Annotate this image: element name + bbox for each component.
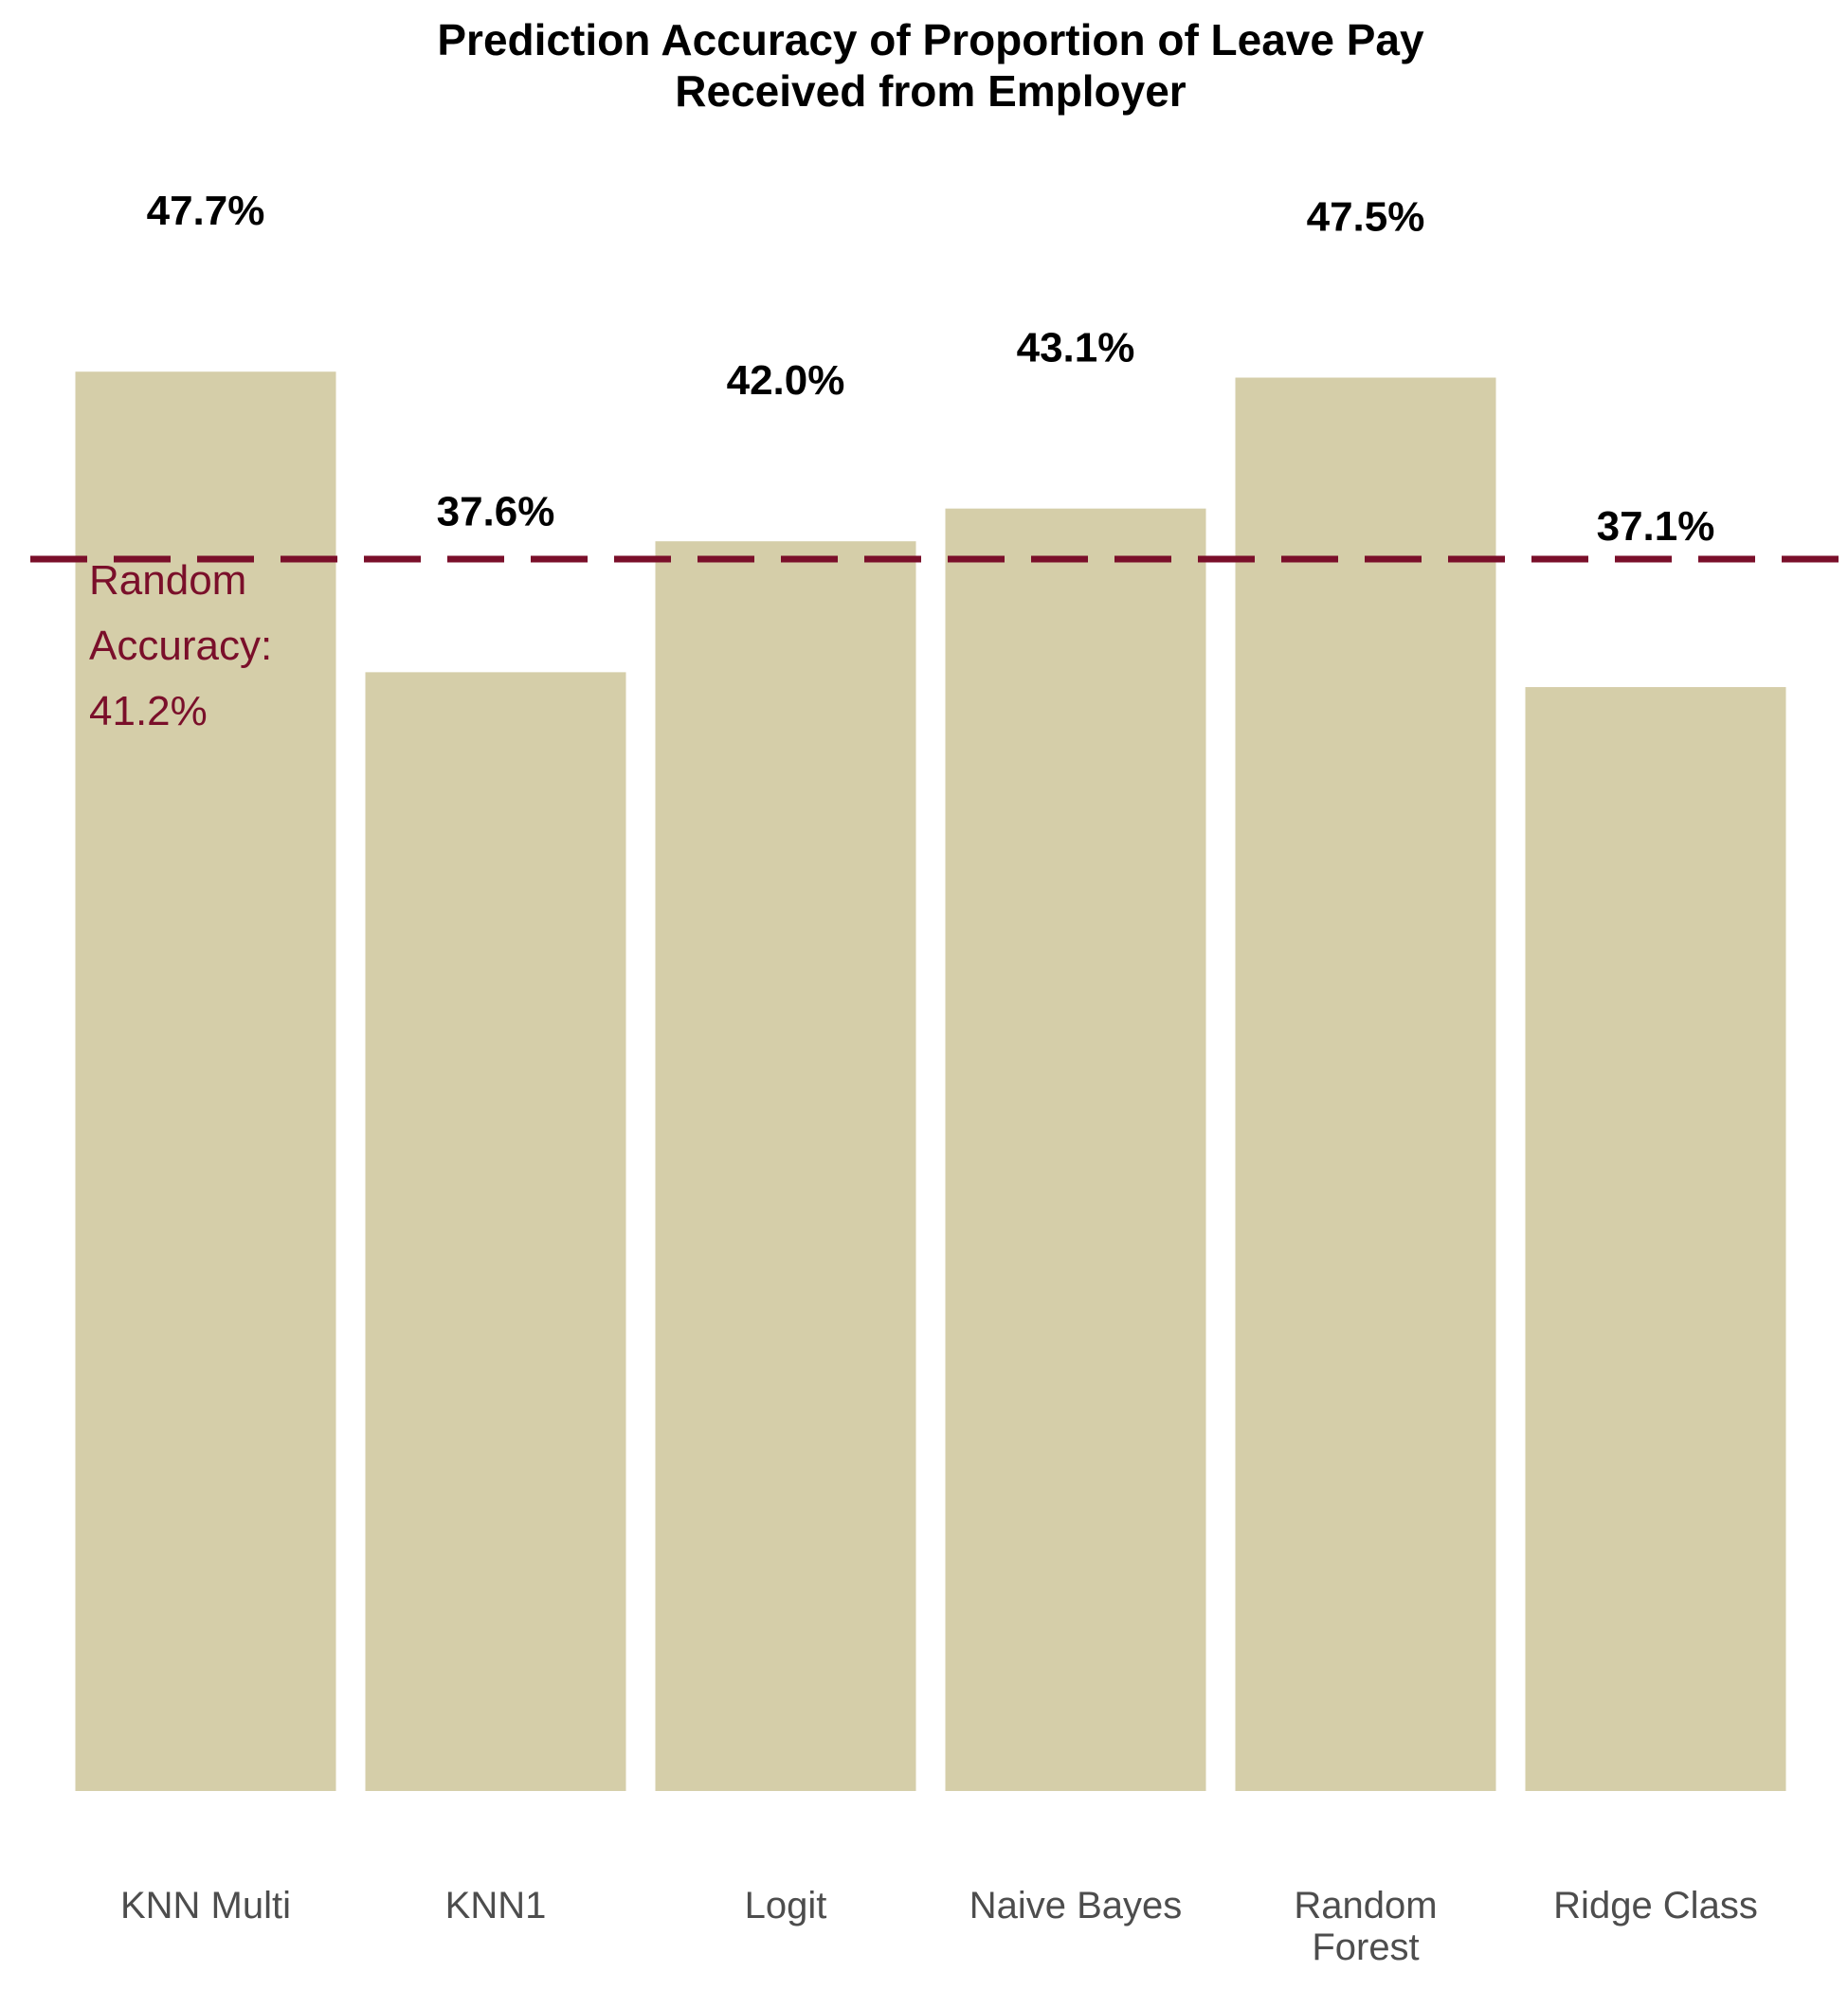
data-label-ridge-class: 37.1% [1597, 503, 1715, 550]
x-tick-label-random-forest-line-2: Forest [1312, 1927, 1419, 1968]
chart-title: Prediction Accuracy of Proportion of Lea… [437, 15, 1424, 116]
data-label-knn-multi: 47.7% [147, 188, 265, 234]
x-tick-label-knn1: KNN1 [445, 1885, 547, 1927]
data-label-logit: 42.0% [727, 357, 845, 404]
x-tick-label-ridge-class: Ridge Class [1553, 1885, 1758, 1927]
x-tick-label-random-forest-line-1: Random [1294, 1885, 1437, 1927]
chart-title-line-1: Prediction Accuracy of Proportion of Lea… [437, 15, 1424, 64]
bar-random-forest [1235, 377, 1496, 1791]
random-accuracy-label-line-3: 41.2% [89, 688, 208, 734]
random-accuracy-label-line-2: Accuracy: [89, 623, 272, 669]
data-labels-group: 47.7% 37.6% 42.0% 43.1% 47.5% 37.1% [147, 188, 1715, 550]
x-tick-label-knn-multi: KNN Multi [120, 1885, 291, 1927]
chart-title-line-2: Received from Employer [675, 66, 1187, 116]
bar-knn1 [365, 672, 626, 1791]
bars-group [75, 371, 1786, 1792]
bar-knn-multi [75, 371, 336, 1792]
x-tick-label-logit: Logit [745, 1885, 827, 1927]
bar-naive-bayes [945, 508, 1206, 1792]
reference-line-group: Random Accuracy: 41.2% [30, 555, 1848, 734]
bar-ridge-class [1525, 687, 1786, 1791]
random-accuracy-label-line-1: Random [89, 557, 246, 604]
data-label-knn1: 37.6% [437, 488, 555, 534]
data-label-random-forest: 47.5% [1307, 194, 1425, 241]
x-axis-tick-labels: KNN Multi KNN1 Logit Naive Bayes RandomFores… [120, 1885, 1758, 1968]
bar-logit [655, 541, 916, 1792]
data-label-naive-bayes: 43.1% [1017, 325, 1135, 371]
x-tick-label-naive-bayes: Naive Bayes [969, 1885, 1183, 1927]
